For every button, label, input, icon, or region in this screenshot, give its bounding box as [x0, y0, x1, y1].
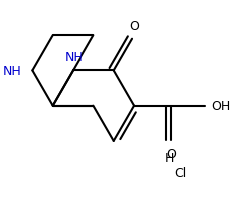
- Text: NH: NH: [65, 51, 83, 64]
- Text: NH: NH: [3, 65, 22, 77]
- Text: Cl: Cl: [174, 166, 186, 179]
- Text: OH: OH: [212, 100, 231, 113]
- Text: O: O: [166, 147, 176, 160]
- Text: O: O: [129, 20, 139, 33]
- Text: H: H: [165, 151, 174, 164]
